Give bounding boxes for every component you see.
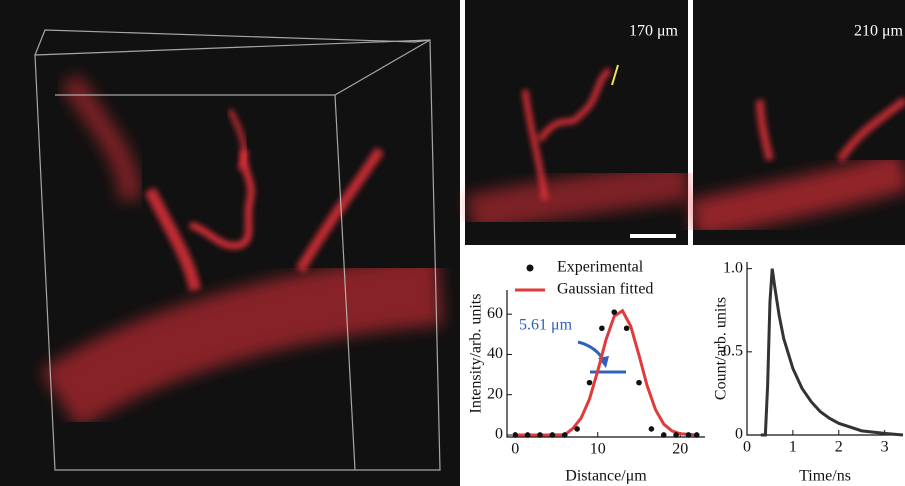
y-tick-label: 40 [487, 345, 503, 362]
data-point [611, 309, 618, 315]
data-point [685, 432, 692, 438]
data-point [586, 379, 593, 386]
data-point [636, 379, 642, 386]
axes [506, 290, 705, 438]
data-point [561, 432, 568, 438]
data-point [549, 432, 556, 438]
data-point [623, 325, 630, 332]
y-tick-label: 0 [735, 426, 743, 443]
data-point [524, 432, 531, 438]
data-point [660, 432, 667, 438]
y-tick-label: 60 [487, 305, 503, 322]
y-axis-label: Intensity/arb. units [468, 294, 485, 414]
x-axis-label: Distance/μm [565, 468, 647, 485]
x-tick-label: 2 [835, 439, 843, 456]
decay-curve [760, 268, 904, 437]
x-tick-label: 3 [881, 439, 889, 456]
data-point [599, 325, 605, 332]
depth-image: 210 μm [688, 0, 905, 245]
x-tick-label: 1 [789, 439, 797, 456]
data-point [693, 432, 700, 438]
data-point [673, 432, 679, 438]
legend-marker [526, 264, 534, 272]
data-point [574, 426, 580, 432]
legend-label: Gaussian fitted [557, 281, 653, 298]
depth-image: 170 μm [465, 0, 691, 245]
x-axis-label: Time/ns [799, 468, 851, 485]
y-tick-label: 1.0 [723, 259, 743, 276]
y-tick-label: 0 [495, 426, 503, 443]
x-tick-label: 0 [511, 441, 519, 458]
x-tick-label: 20 [672, 441, 688, 458]
y-tick-label: 20 [487, 385, 503, 402]
data-point [537, 432, 543, 438]
annotation: 5.61 μm [519, 317, 573, 334]
x-tick-label: 0 [743, 439, 751, 456]
depth-label: 170 μm [629, 23, 679, 40]
data-point [648, 426, 655, 432]
data-point [512, 432, 519, 438]
y-tick-label: 0.5 [723, 342, 743, 359]
depth-label: 210 μm [854, 23, 904, 40]
legend-label: Experimental [557, 259, 644, 276]
x-tick-label: 10 [590, 441, 606, 458]
volume-image [0, 0, 460, 486]
y-axis-label: Count/arb. units [713, 297, 730, 400]
